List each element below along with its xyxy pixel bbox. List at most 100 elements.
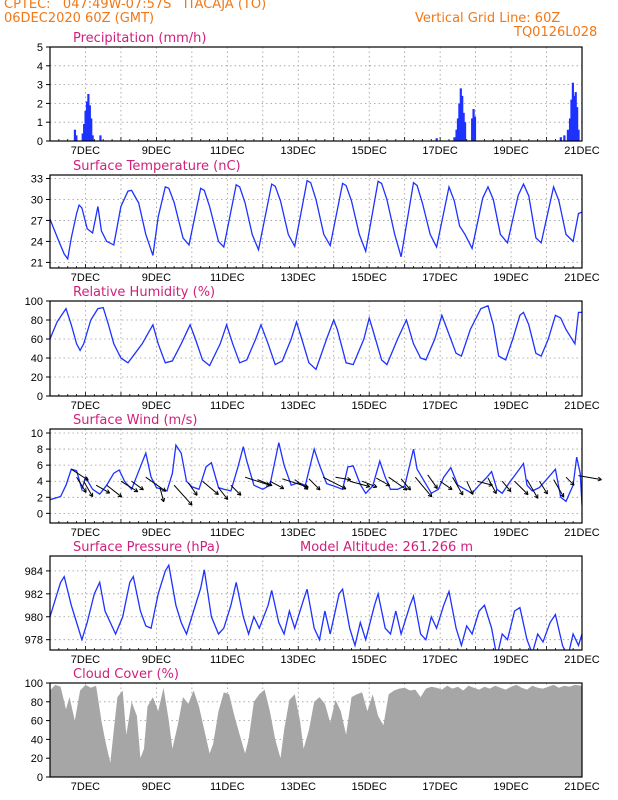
pressure-title: Surface Pressure (hPa) (73, 540, 220, 555)
y-tick-label: 33 (31, 173, 43, 185)
wind-arrow (95, 484, 110, 494)
x-tick-label: 11DEC (210, 145, 245, 157)
wind-arrow (269, 480, 284, 490)
wind-arrow (202, 480, 219, 495)
wind-arrow-head (366, 483, 371, 487)
wind-arrow-head (409, 485, 411, 491)
wind-arrow-head (216, 490, 219, 495)
x-tick-label: 17DEC (422, 781, 458, 793)
wind-arrow-head (117, 495, 122, 498)
wind-arrow-head (193, 493, 198, 496)
y-tick-label: 21 (31, 257, 43, 269)
x-tick-label: 15DEC (351, 400, 387, 412)
header-model: TQ0126L028 (514, 25, 598, 40)
wind-arrow-head (572, 481, 575, 486)
wind-arrow-head (305, 485, 309, 490)
wind-arrow-head (598, 476, 602, 481)
precip-bar (473, 116, 477, 141)
wind-arrow (466, 481, 474, 495)
wind-arrow-head (387, 482, 391, 487)
wind-arrow-head (406, 488, 411, 491)
x-tick-label: 19DEC (493, 527, 529, 539)
x-tick-label: 19DEC (493, 272, 529, 284)
y-tick-label: 0 (37, 772, 43, 784)
x-tick-label: 13DEC (281, 527, 317, 539)
wind-arrow (76, 476, 87, 493)
precip-bar (568, 118, 572, 141)
wind-arrow-head (135, 488, 139, 493)
x-tick-label: 9DEC (142, 527, 171, 539)
x-tick-label: 19DEC (493, 400, 529, 412)
wind-arrow-head (160, 498, 165, 503)
wind-title: Surface Wind (m/s) (73, 413, 197, 428)
temperature-line (50, 179, 582, 261)
wind-arrow (427, 474, 438, 489)
x-tick-label: 11DEC (210, 654, 245, 666)
x-tick-label: 7DEC (71, 400, 100, 412)
x-tick-label: 21DEC (564, 654, 600, 666)
temperature-panel: Surface Temperature (nC) 21 24 27 30 33 7DEC 9D… (31, 159, 600, 284)
wind-arrow (106, 484, 123, 498)
wind-arrow (539, 480, 548, 495)
y-tick-label: 978 (25, 635, 43, 647)
wind-arrow-head (373, 483, 378, 488)
x-tick-label: 9DEC (142, 400, 171, 412)
wind-arrow (83, 480, 94, 497)
wind-arrow-head (459, 492, 464, 496)
x-tick-label: 9DEC (142, 781, 171, 793)
wind-arrow-head (492, 491, 497, 495)
wind-arrow-head (239, 491, 242, 496)
precip-bar (90, 118, 93, 141)
wind-arrow-head (343, 485, 347, 490)
y-tick-label: 24 (31, 236, 43, 248)
wind-arrow-head (570, 483, 575, 486)
wind-arrow-head (188, 503, 193, 506)
y-tick-label: 80 (31, 697, 43, 709)
x-tick-label: 7DEC (71, 272, 100, 284)
wind-arrow (131, 480, 144, 491)
wind-arrow-head (303, 488, 309, 490)
wind-arrow (361, 480, 378, 488)
wind-arrow-head (404, 486, 408, 491)
wind-arrow (452, 476, 464, 496)
precip-bar (453, 137, 456, 141)
y-tick-label: 0 (37, 391, 43, 403)
precip-bar (462, 112, 465, 141)
y-tick-label: 984 (25, 566, 43, 578)
y-tick-label: 60 (31, 334, 43, 346)
wind-arrow-head (163, 487, 167, 492)
wind-arrow (335, 476, 351, 481)
precip-bar (571, 82, 574, 141)
x-tick-label: 13DEC (281, 145, 317, 157)
pressure-frame (49, 555, 583, 651)
humidity-title: Relative Humidity (%) (73, 285, 215, 300)
wind-arrow (487, 477, 497, 494)
x-tick-label: 21DEC (564, 272, 600, 284)
x-tick-label: 13DEC (281, 654, 317, 666)
wind-arrow (187, 482, 198, 496)
wind-arrow-head (119, 493, 123, 498)
wind-arrow (159, 487, 165, 502)
y-tick-label: 40 (31, 734, 43, 746)
wind-arrow (376, 477, 390, 487)
y-tick-label: 0 (37, 508, 43, 520)
x-tick-label: 9DEC (142, 145, 171, 157)
y-tick-label: 5 (37, 42, 43, 54)
wind-arrow (349, 480, 370, 488)
x-tick-label: 11DEC (210, 400, 245, 412)
wind-arrow-head (524, 493, 529, 496)
wind-arrow-head (163, 497, 166, 502)
pressure-panel: Surface Pressure (hPa) Model Altitude: 26… (25, 540, 600, 666)
wind-arrow (553, 479, 565, 498)
precip-bar (83, 124, 86, 141)
precip-bar (84, 110, 87, 141)
wind-arrow-head (141, 485, 144, 491)
wind-arrow (477, 480, 493, 486)
wind-arrow-head (223, 497, 228, 500)
wind-arrow (400, 478, 411, 491)
wind-arrow-head (305, 484, 309, 488)
wind-arrow-head (534, 495, 539, 499)
wind-arrow (565, 476, 575, 486)
y-tick-label: 1 (37, 117, 43, 129)
